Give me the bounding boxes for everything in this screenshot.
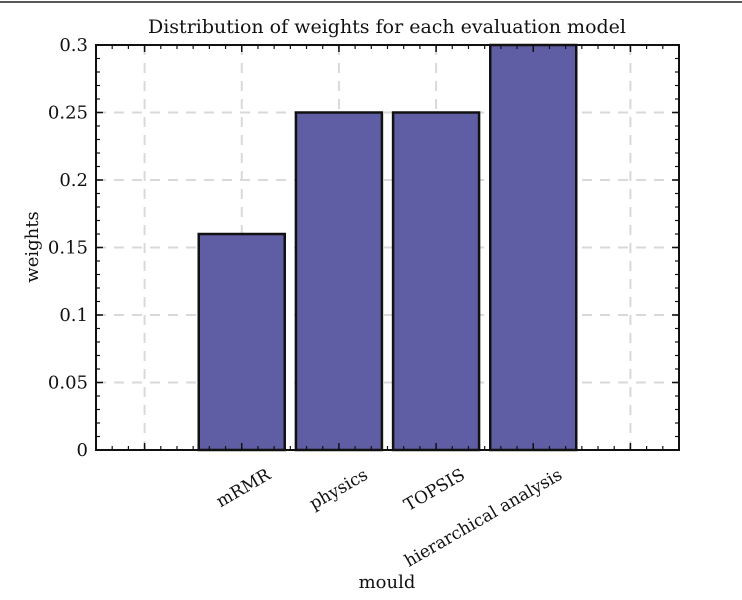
y-tick-label-2: 0.1 [59, 305, 88, 326]
y-tick-label-3: 0.15 [48, 238, 88, 259]
grid-lines [96, 45, 679, 450]
y-tick-label-0: 0 [77, 440, 88, 461]
y-tick-label-4: 0.2 [59, 170, 88, 191]
axes [95, 44, 680, 451]
x-category-label-3: TOPSIS [401, 465, 469, 516]
x-axis-label: mould [359, 572, 416, 593]
bar-1 [197, 232, 286, 452]
bar-2 [294, 111, 384, 452]
x-category-label-2: physics [306, 465, 371, 514]
bar-3 [391, 111, 481, 452]
y-axis-label: weights [22, 211, 43, 282]
bars [197, 43, 578, 452]
x-category-label-4: hierarchical analysis [401, 465, 565, 572]
chart-title: Distribution of weights for each evaluat… [148, 16, 626, 38]
bar-4 [489, 43, 578, 452]
y-tick-label-1: 0.05 [48, 373, 88, 394]
x-category-label-1: mRMR [213, 464, 275, 511]
y-tick-label-5: 0.25 [48, 103, 88, 124]
y-tick-label-6: 0.3 [59, 35, 88, 56]
